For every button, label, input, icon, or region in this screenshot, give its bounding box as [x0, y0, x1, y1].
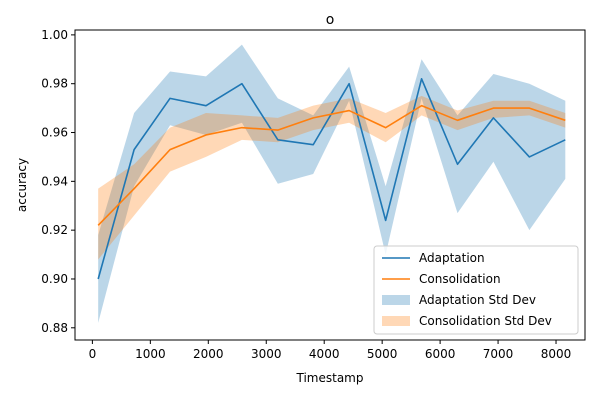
- consolidation-line: [97, 104, 566, 226]
- x-tick-label: 6000: [425, 347, 456, 361]
- adaptation-std-dev-band: [98, 44, 566, 323]
- x-tick-label: 2000: [193, 347, 224, 361]
- y-tick-label: 0.92: [41, 223, 68, 237]
- x-axis-ticks: 0 1000 2000 3000 4000 5000 6000 7000 8000: [89, 340, 572, 361]
- y-axis-label: accuracy: [15, 158, 29, 212]
- y-axis-ticks: 0.88 0.90 0.92 0.94 0.96 0.98 1.00: [41, 28, 75, 335]
- y-tick-label: 0.94: [41, 174, 68, 188]
- x-tick-label: 8000: [541, 347, 572, 361]
- y-tick-label: 1.00: [41, 28, 68, 42]
- x-tick-label: 7000: [483, 347, 514, 361]
- std-dev-bands: [98, 44, 566, 323]
- adaptation-std-dev-legend-label: Adaptation Std Dev: [419, 293, 536, 307]
- x-tick-label: 3000: [251, 347, 282, 361]
- consolidation-std-dev-legend-label: Consolidation Std Dev: [419, 314, 552, 328]
- x-tick-label: 5000: [367, 347, 398, 361]
- legend: Adaptation Consolidation Adaptation Std De…: [373, 245, 579, 335]
- y-tick-label: 0.96: [41, 126, 68, 140]
- plot-frame: [74, 29, 586, 341]
- chart-title: o: [326, 12, 335, 28]
- x-tick-label: 4000: [309, 347, 340, 361]
- legend-items: Adaptation Consolidation Adaptation Std De…: [382, 251, 552, 328]
- y-tick-label: 0.88: [41, 321, 68, 335]
- adaptation-std-dev-legend-swatch: [382, 295, 410, 305]
- consolidation-std-dev-legend-swatch: [382, 316, 410, 326]
- x-axis-label: Timestamp: [296, 371, 364, 385]
- x-tick-label: 1000: [135, 347, 166, 361]
- consolidation-legend-label: Consolidation: [419, 272, 501, 286]
- x-tick-label: 0: [89, 347, 97, 361]
- consolidation-std-dev-band: [98, 95, 566, 260]
- y-tick-label: 0.98: [41, 77, 68, 91]
- y-tick-label: 0.90: [41, 272, 68, 286]
- adaptation-legend-label: Adaptation: [419, 251, 485, 265]
- legend-box: [373, 245, 579, 335]
- series-lines: [97, 78, 566, 280]
